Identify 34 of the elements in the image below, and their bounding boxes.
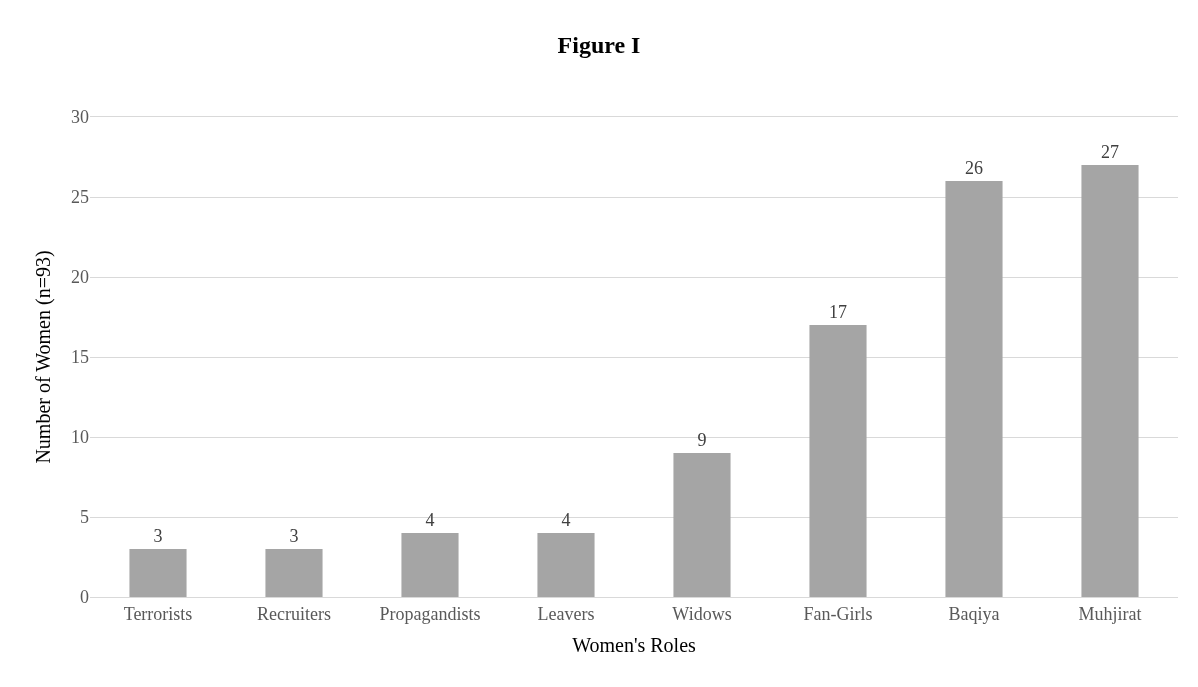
bar <box>673 453 731 597</box>
y-tick-label: 15 <box>71 347 89 368</box>
x-tick-label: Terrorists <box>123 603 193 624</box>
bar <box>265 549 323 597</box>
bar <box>129 549 187 597</box>
y-tick-label: 10 <box>71 427 89 448</box>
data-label: 3 <box>289 526 299 546</box>
x-axis-title: Women's Roles <box>572 634 697 657</box>
x-tick-label: Recruiters <box>257 603 331 624</box>
y-tick-label: 0 <box>80 587 89 608</box>
data-label: 9 <box>697 430 707 450</box>
x-tick-label: Baqiya <box>948 603 1000 624</box>
bar <box>809 325 867 597</box>
y-tick-label: 30 <box>71 107 89 128</box>
bar <box>1081 165 1139 597</box>
y-tick-label: 20 <box>71 267 89 288</box>
bar <box>537 533 595 597</box>
data-label: 27 <box>1101 142 1119 162</box>
data-label: 26 <box>965 158 983 178</box>
x-tick-label: Fan-Girls <box>803 603 873 624</box>
y-axis-title: Number of Women (n=93) <box>31 250 55 464</box>
data-label: 3 <box>153 526 163 546</box>
bar <box>945 181 1003 597</box>
chart-title: Figure I <box>557 32 641 59</box>
x-tick-label: Propagandists <box>379 603 481 624</box>
y-tick-label: 5 <box>80 507 89 528</box>
y-tick-label: 25 <box>71 187 89 208</box>
bar <box>401 533 459 597</box>
x-tick-label: Leavers <box>537 603 595 624</box>
data-label: 4 <box>425 510 435 530</box>
x-tick-label: Muhjirat <box>1078 603 1142 624</box>
x-tick-label: Widows <box>672 603 732 624</box>
data-label: 17 <box>829 302 847 322</box>
data-label: 4 <box>561 510 571 530</box>
